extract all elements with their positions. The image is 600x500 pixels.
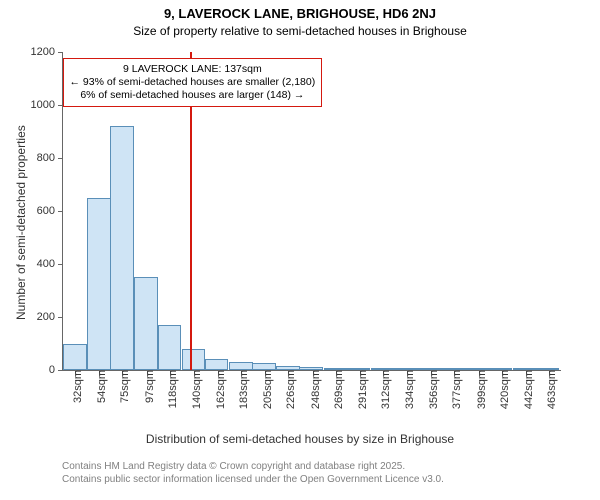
xtick-label: 118sqm bbox=[161, 370, 179, 408]
ytick-label: 0 bbox=[49, 364, 63, 376]
annotation-line1: 9 LAVEROCK LANE: 137sqm bbox=[70, 63, 316, 76]
ytick-label: 1200 bbox=[31, 46, 63, 58]
histogram-bar bbox=[371, 368, 395, 370]
histogram-bar bbox=[441, 368, 465, 370]
histogram-bar bbox=[252, 363, 276, 370]
histogram-bar bbox=[276, 366, 300, 370]
histogram-bar bbox=[488, 368, 512, 370]
xtick-label: 248sqm bbox=[304, 370, 322, 409]
y-axis-label: Number of semi-detached properties bbox=[14, 125, 28, 320]
histogram-bar bbox=[229, 362, 253, 370]
xtick-label: 162sqm bbox=[209, 370, 227, 409]
histogram-bar bbox=[347, 368, 371, 370]
histogram-bar bbox=[110, 126, 134, 370]
xtick-label: 205sqm bbox=[256, 370, 274, 409]
xtick-label: 463sqm bbox=[540, 370, 558, 409]
xtick-label: 377sqm bbox=[445, 370, 463, 409]
histogram-bar bbox=[63, 344, 87, 371]
credits-line1: Contains HM Land Registry data © Crown c… bbox=[62, 460, 444, 473]
histogram-bar bbox=[87, 198, 111, 370]
histogram-bar bbox=[324, 368, 348, 370]
ytick-label: 400 bbox=[37, 258, 63, 270]
xtick-label: 356sqm bbox=[422, 370, 440, 409]
credits-line2: Contains public sector information licen… bbox=[62, 473, 444, 486]
histogram-bar bbox=[134, 277, 158, 370]
ytick-label: 200 bbox=[37, 311, 63, 323]
histogram-bar bbox=[299, 367, 323, 370]
xtick-label: 226sqm bbox=[279, 370, 297, 409]
xtick-label: 420sqm bbox=[493, 370, 511, 409]
xtick-label: 183sqm bbox=[232, 370, 250, 409]
xtick-label: 442sqm bbox=[517, 370, 535, 409]
histogram-bar bbox=[394, 368, 418, 370]
ytick-label: 600 bbox=[37, 205, 63, 217]
xtick-label: 32sqm bbox=[66, 370, 84, 403]
xtick-label: 334sqm bbox=[398, 370, 416, 409]
xtick-label: 269sqm bbox=[327, 370, 345, 409]
xtick-label: 140sqm bbox=[185, 370, 203, 409]
ytick-label: 1000 bbox=[31, 99, 63, 111]
xtick-label: 97sqm bbox=[138, 370, 156, 403]
xtick-label: 54sqm bbox=[90, 370, 108, 403]
histogram-bar bbox=[536, 368, 560, 370]
annotation-line2: ← 93% of semi-detached houses are smalle… bbox=[70, 76, 316, 89]
annotation-box: 9 LAVEROCK LANE: 137sqm ← 93% of semi-de… bbox=[63, 58, 323, 107]
ytick-label: 800 bbox=[37, 152, 63, 164]
x-axis-label: Distribution of semi-detached houses by … bbox=[0, 432, 600, 446]
chart-title: 9, LAVEROCK LANE, BRIGHOUSE, HD6 2NJ bbox=[0, 6, 600, 21]
histogram-bar bbox=[205, 359, 229, 370]
xtick-label: 399sqm bbox=[470, 370, 488, 409]
xtick-label: 75sqm bbox=[113, 370, 131, 403]
xtick-label: 312sqm bbox=[374, 370, 392, 409]
histogram-bar bbox=[182, 349, 206, 370]
histogram-bar bbox=[418, 368, 442, 370]
xtick-label: 291sqm bbox=[351, 370, 369, 409]
chart-subtitle: Size of property relative to semi-detach… bbox=[0, 24, 600, 38]
annotation-line3: 6% of semi-detached houses are larger (1… bbox=[70, 89, 316, 102]
chart-container: 9, LAVEROCK LANE, BRIGHOUSE, HD6 2NJ Siz… bbox=[0, 0, 600, 500]
histogram-bar bbox=[513, 368, 537, 370]
credits-text: Contains HM Land Registry data © Crown c… bbox=[62, 460, 444, 486]
histogram-bar bbox=[158, 325, 182, 370]
histogram-bar bbox=[465, 368, 489, 370]
